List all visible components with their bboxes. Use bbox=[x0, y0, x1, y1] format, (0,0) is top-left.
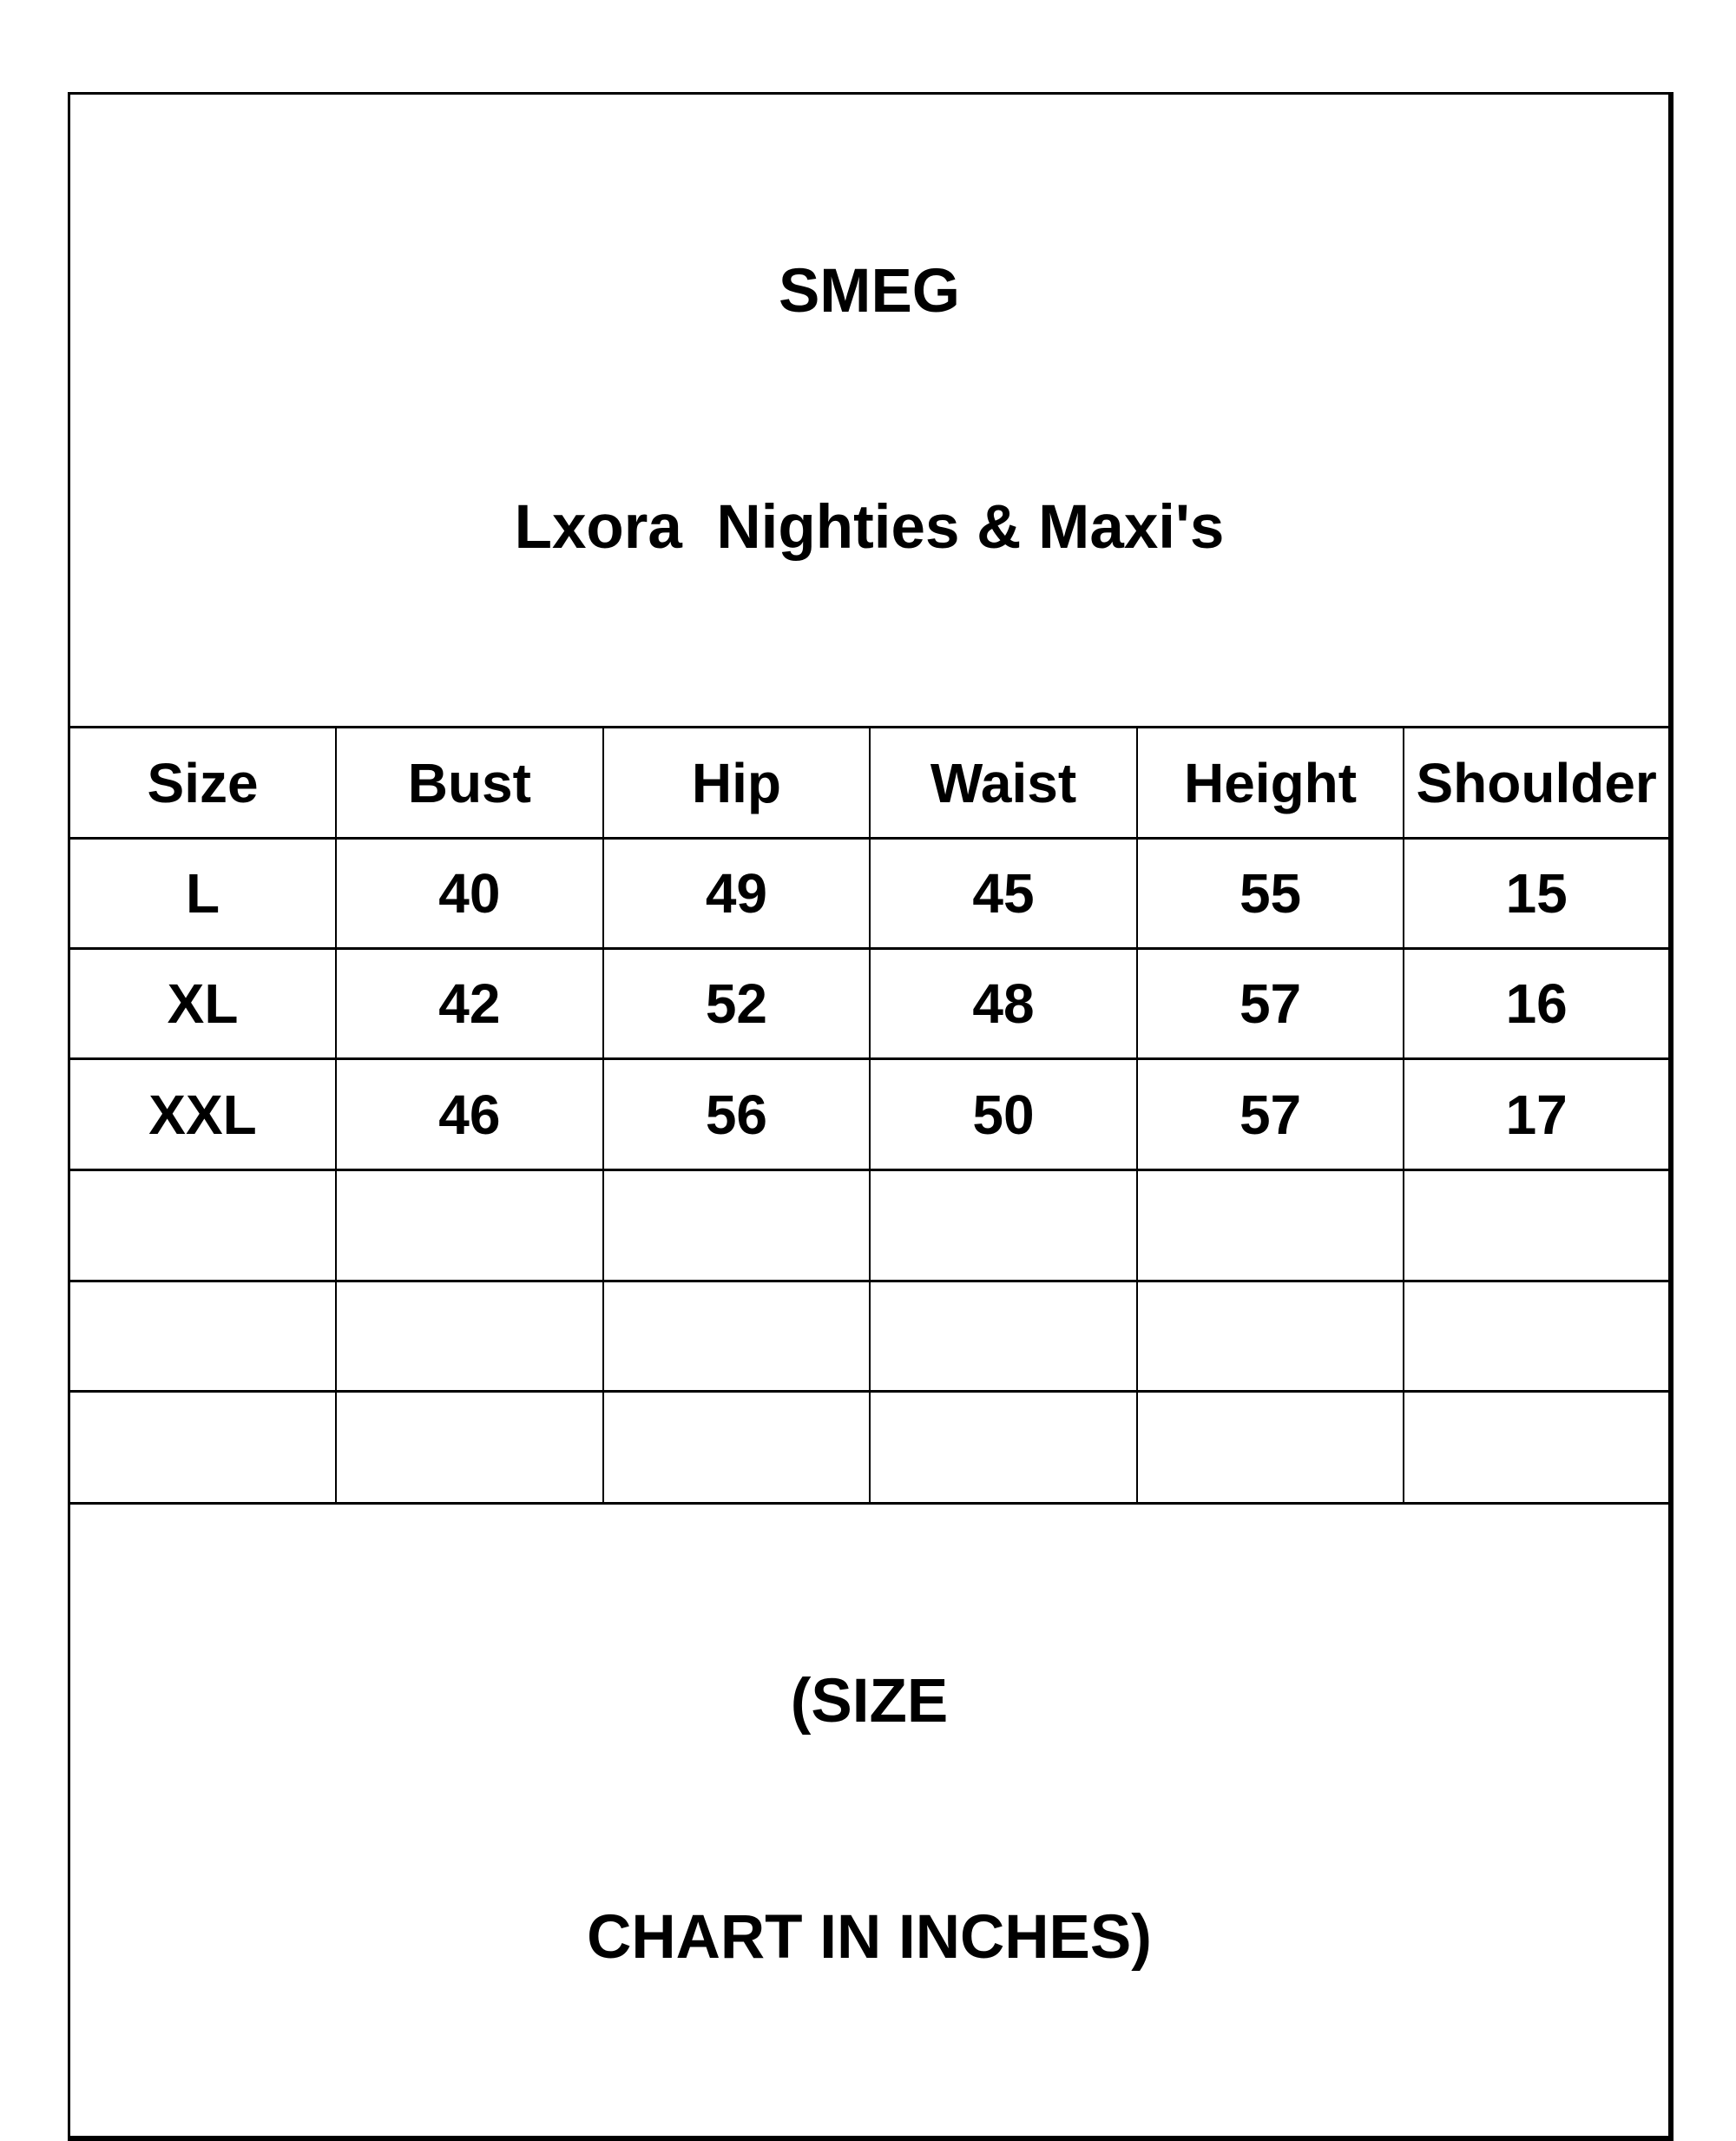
empty-cell bbox=[68, 1390, 338, 1505]
cell-shoulder-xxl: 17 bbox=[1403, 1057, 1672, 1171]
cell-hip-xxl: 56 bbox=[602, 1057, 871, 1171]
empty-cell bbox=[1135, 1390, 1405, 1505]
footer-line-1: (SIZE bbox=[790, 1666, 949, 1736]
cell-hip-l: 49 bbox=[602, 837, 871, 950]
header-cell-height: Height bbox=[1135, 726, 1405, 840]
cell-waist-xxl: 50 bbox=[869, 1057, 1138, 1171]
empty-cell bbox=[1403, 1390, 1672, 1505]
cell-height-l: 55 bbox=[1135, 837, 1405, 950]
empty-cell bbox=[1403, 1280, 1672, 1393]
data-row-xxl: XXL 46 56 50 57 17 bbox=[68, 1057, 1672, 1171]
data-row-xl: XL 42 52 48 57 16 bbox=[68, 947, 1672, 1060]
footer-row: (SIZE CHART IN INCHES) bbox=[68, 1502, 1672, 2140]
empty-row-2 bbox=[68, 1280, 1672, 1393]
footer-line-2: CHART IN INCHES) bbox=[587, 1903, 1152, 1973]
cell-bust-l: 40 bbox=[335, 837, 604, 950]
empty-cell bbox=[1135, 1169, 1405, 1282]
empty-row-1 bbox=[68, 1169, 1672, 1282]
header-cell-shoulder: Shoulder bbox=[1403, 726, 1672, 840]
size-chart-table: SMEG Lxora Nighties & Maxi's Size Bust H… bbox=[68, 92, 1674, 2141]
cell-size-l: L bbox=[68, 837, 338, 950]
cell-bust-xxl: 46 bbox=[335, 1057, 604, 1171]
empty-cell bbox=[335, 1169, 604, 1282]
cell-waist-l: 45 bbox=[869, 837, 1138, 950]
title-row: SMEG Lxora Nighties & Maxi's bbox=[68, 92, 1672, 728]
cell-shoulder-l: 15 bbox=[1403, 837, 1672, 950]
empty-cell bbox=[602, 1280, 871, 1393]
empty-cell bbox=[869, 1390, 1138, 1505]
header-cell-waist: Waist bbox=[869, 726, 1138, 840]
empty-cell bbox=[68, 1280, 338, 1393]
header-row: Size Bust Hip Waist Height Shoulder bbox=[68, 726, 1672, 840]
cell-height-xxl: 57 bbox=[1135, 1057, 1405, 1171]
cell-height-xl: 57 bbox=[1135, 947, 1405, 1060]
empty-cell bbox=[335, 1390, 604, 1505]
empty-cell bbox=[602, 1169, 871, 1282]
empty-cell bbox=[869, 1169, 1138, 1282]
empty-cell bbox=[1403, 1169, 1672, 1282]
empty-cell bbox=[335, 1280, 604, 1393]
table-title: SMEG Lxora Nighties & Maxi's bbox=[68, 92, 1672, 728]
header-cell-hip: Hip bbox=[602, 726, 871, 840]
title-line-brand: SMEG bbox=[778, 256, 961, 326]
empty-cell bbox=[68, 1169, 338, 1282]
data-row-l: L 40 49 45 55 15 bbox=[68, 837, 1672, 950]
cell-hip-xl: 52 bbox=[602, 947, 871, 1060]
empty-cell bbox=[602, 1390, 871, 1505]
header-cell-size: Size bbox=[68, 726, 338, 840]
title-line-product: Lxora Nighties & Maxi's bbox=[514, 493, 1225, 563]
empty-cell bbox=[1135, 1280, 1405, 1393]
empty-row-3 bbox=[68, 1390, 1672, 1505]
cell-shoulder-xl: 16 bbox=[1403, 947, 1672, 1060]
cell-waist-xl: 48 bbox=[869, 947, 1138, 1060]
header-cell-bust: Bust bbox=[335, 726, 604, 840]
empty-cell bbox=[869, 1280, 1138, 1393]
cell-size-xxl: XXL bbox=[68, 1057, 338, 1171]
cell-size-xl: XL bbox=[68, 947, 338, 1060]
cell-bust-xl: 42 bbox=[335, 947, 604, 1060]
table-footer-note: (SIZE CHART IN INCHES) bbox=[68, 1502, 1672, 2140]
